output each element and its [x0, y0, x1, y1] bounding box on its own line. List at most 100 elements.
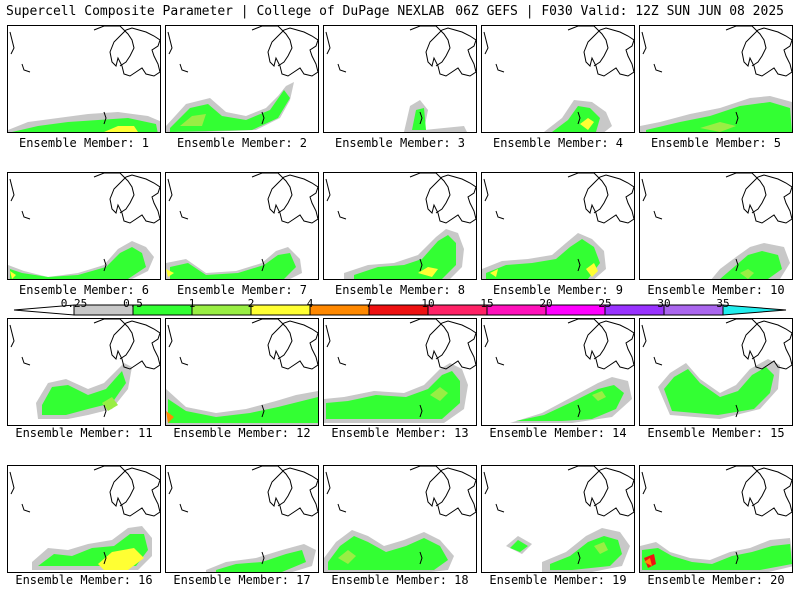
- map-canvas: [482, 173, 634, 279]
- map-canvas: [640, 466, 792, 572]
- ensemble-member-label: Ensemble Member: 11: [15, 426, 153, 440]
- lake-marker: [419, 551, 423, 565]
- great-lakes-outline: [583, 467, 634, 517]
- shoreline-outline: [93, 466, 135, 507]
- map-canvas: [9, 466, 160, 570]
- map-canvas: [166, 26, 318, 132]
- lake-marker: [577, 404, 581, 418]
- scp-contour-fill: [586, 263, 598, 277]
- ensemble-map-16: [7, 465, 161, 573]
- scp-contour-fill: [170, 253, 296, 279]
- coast-outline: [483, 471, 489, 495]
- colorbar-swatch: [486, 304, 547, 316]
- ensemble-map-3: [323, 25, 477, 133]
- scp-contour-fill: [644, 558, 652, 566]
- lake-marker: [419, 404, 423, 418]
- colorbar-swatch: [309, 304, 370, 316]
- map-canvas: [325, 173, 476, 279]
- lake-marker: [419, 258, 423, 272]
- scp-contour-fill: [594, 542, 608, 554]
- map-canvas: [483, 26, 634, 132]
- great-lakes-outline: [425, 467, 476, 517]
- coast-outline: [9, 324, 15, 348]
- scp-contour-fill: [430, 387, 448, 401]
- map-canvas: [166, 319, 318, 425]
- lake-marker: [337, 356, 347, 366]
- map-canvas: [640, 26, 792, 132]
- great-lakes-outline: [425, 320, 476, 370]
- lake-marker: [735, 404, 739, 418]
- ensemble-member-label: Ensemble Member: 13: [331, 426, 469, 440]
- lake-marker: [261, 404, 265, 418]
- great-lakes-outline: [425, 27, 476, 77]
- ensemble-map-18: [323, 465, 477, 573]
- lake-marker: [337, 210, 347, 220]
- scp-contour-fill: [216, 550, 306, 572]
- great-lakes-outline: [109, 27, 160, 77]
- map-title: Supercell Composite Parameter | College …: [6, 4, 445, 19]
- coast-outline: [167, 471, 173, 495]
- shoreline-outline: [725, 173, 767, 214]
- great-lakes-outline: [741, 320, 792, 370]
- lake-marker: [21, 356, 31, 366]
- shoreline-outline: [409, 173, 451, 214]
- lake-marker: [261, 258, 265, 272]
- coast-outline: [167, 324, 173, 348]
- lake-marker: [179, 503, 189, 513]
- ensemble-map-7: [165, 172, 319, 280]
- map-canvas: [8, 173, 160, 279]
- scp-contour-fill: [168, 397, 318, 423]
- lake-marker: [495, 503, 505, 513]
- scp-contour-fill: [580, 118, 594, 130]
- ensemble-member-label: Ensemble Member: 8: [334, 283, 466, 297]
- colorbar-tick-label: 10: [421, 297, 435, 310]
- shoreline-outline: [567, 466, 609, 507]
- lake-marker: [261, 111, 265, 125]
- great-lakes-outline: [267, 174, 318, 224]
- shoreline-outline: [725, 319, 767, 360]
- ensemble-member-label: Ensemble Member: 3: [334, 136, 466, 150]
- shoreline-outline: [567, 319, 609, 360]
- colorbar: [13, 304, 787, 316]
- map-canvas: [483, 466, 634, 572]
- ensemble-member-label: Ensemble Member: 10: [647, 283, 785, 297]
- scp-contour-fill: [104, 126, 138, 132]
- ensemble-member-label: Ensemble Member: 1: [18, 136, 150, 150]
- lake-marker: [577, 551, 581, 565]
- shoreline-outline: [725, 466, 767, 507]
- lake-marker: [735, 258, 739, 272]
- great-lakes-outline: [425, 174, 476, 224]
- map-canvas: [641, 319, 792, 419]
- ensemble-member-label: Ensemble Member: 7: [176, 283, 308, 297]
- lake-marker: [103, 111, 107, 125]
- scp-contour-fill: [490, 269, 498, 277]
- great-lakes-outline: [109, 174, 160, 224]
- lake-marker: [653, 503, 663, 513]
- colorbar-max-arrow: [722, 304, 787, 316]
- colorbar-tick-label: 2: [247, 297, 255, 310]
- colorbar-tick-label: 1: [188, 297, 196, 310]
- ensemble-map-6: [7, 172, 161, 280]
- colorbar-swatch: [368, 304, 429, 316]
- great-lakes-outline: [109, 467, 160, 517]
- ensemble-member-label: Ensemble Member: 18: [331, 573, 469, 587]
- scp-contour-fill: [166, 269, 174, 277]
- shoreline-outline: [251, 26, 293, 67]
- coast-outline: [483, 31, 489, 55]
- scp-contour-fill: [166, 411, 174, 423]
- map-canvas: [9, 319, 160, 419]
- map-canvas: [483, 319, 634, 423]
- shoreline-outline: [251, 466, 293, 507]
- scp-contour-fill: [700, 122, 736, 132]
- shoreline-outline: [251, 319, 293, 360]
- great-lakes-outline: [109, 320, 160, 370]
- lake-marker: [179, 63, 189, 73]
- coast-outline: [641, 471, 647, 495]
- scp-contour-fill: [412, 108, 426, 130]
- coast-outline: [325, 471, 331, 495]
- colorbar-tick-label: 4: [306, 297, 314, 310]
- lake-marker: [495, 210, 505, 220]
- ensemble-map-15: [639, 318, 793, 426]
- map-canvas: [324, 319, 476, 423]
- colorbar-swatch: [604, 304, 665, 316]
